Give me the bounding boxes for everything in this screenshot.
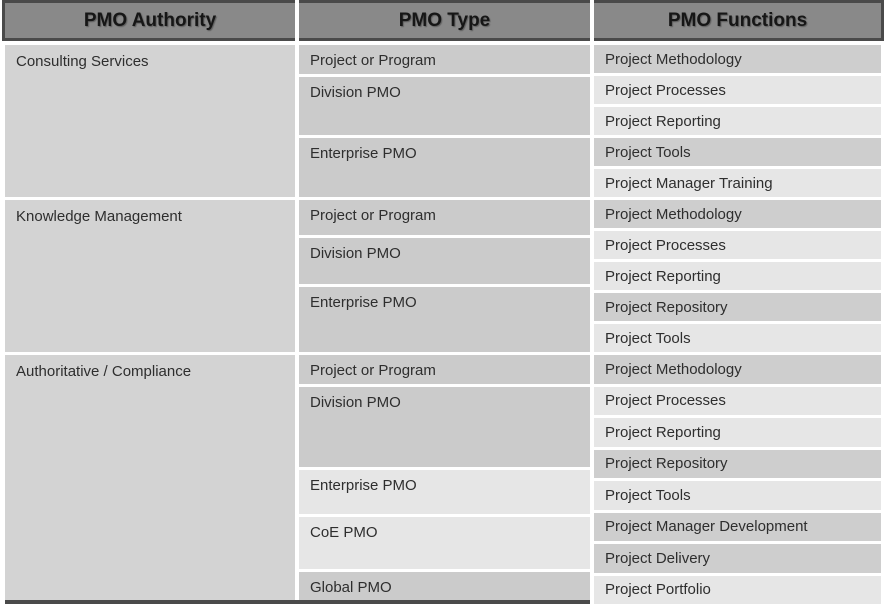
function-cell: Project Processes [594,231,881,259]
table-body: Consulting Services Project or Program D… [5,45,881,604]
type-cell: Project or Program [299,355,590,384]
function-cell: Project Repository [594,293,881,321]
authority-cell: Consulting Services [5,45,295,197]
functions-column: Project Methodology Project Processes Pr… [594,200,881,352]
function-cell: Project Manager Training [594,169,881,197]
function-cell: Project Reporting [594,262,881,290]
function-cell: Project Manager Development [594,512,881,541]
type-cell: Division PMO [299,238,590,284]
table-header-row: PMO Authority PMO Type PMO Functions [2,0,884,41]
type-column: Project or Program Division PMO Enterpri… [299,200,590,352]
type-cell: Project or Program [299,45,590,74]
table-bottom-rule [5,600,590,604]
type-column: Project or Program Division PMO Enterpri… [299,45,590,197]
function-cell: Project Tools [594,138,881,166]
type-cell: Enterprise PMO [299,470,590,514]
function-cell: Project Tools [594,481,881,510]
function-cell: Project Processes [594,76,881,104]
function-cell: Project Reporting [594,418,881,447]
function-cell: Project Methodology [594,45,881,73]
authority-cell: Knowledge Management [5,200,295,352]
group-knowledge-management: Knowledge Management Project or Program … [5,200,881,352]
function-cell: Project Repository [594,449,881,478]
type-column: Project or Program Division PMO Enterpri… [299,355,590,603]
function-cell: Project Methodology [594,355,881,384]
header-pmo-functions: PMO Functions [594,0,884,41]
function-cell: Project Portfolio [594,575,881,604]
function-cell: Project Processes [594,386,881,415]
header-pmo-type: PMO Type [299,0,590,41]
functions-column: Project Methodology Project Processes Pr… [594,355,881,604]
type-cell: Project or Program [299,200,590,235]
function-cell: Project Delivery [594,544,881,573]
type-cell: CoE PMO [299,517,590,569]
type-cell: Division PMO [299,387,590,467]
type-cell: Enterprise PMO [299,138,590,197]
function-cell: Project Tools [594,324,881,352]
authority-cell: Authoritative / Compliance [5,355,295,600]
group-consulting-services: Consulting Services Project or Program D… [5,45,881,197]
header-pmo-authority: PMO Authority [2,0,295,41]
group-authoritative-compliance: Authoritative / Compliance Project or Pr… [5,355,881,604]
function-cell: Project Reporting [594,107,881,135]
type-cell: Enterprise PMO [299,287,590,352]
type-cell: Global PMO [299,572,590,603]
functions-column: Project Methodology Project Processes Pr… [594,45,881,197]
type-cell: Division PMO [299,77,590,135]
function-cell: Project Methodology [594,200,881,228]
